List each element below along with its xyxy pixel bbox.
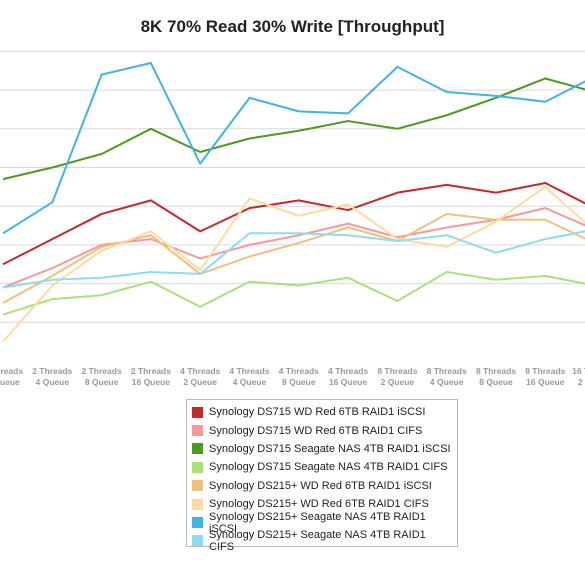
x-tick-label: 2 Threads — [0, 366, 23, 376]
x-tick-label: 2 Threads — [82, 366, 122, 376]
x-tick-label: 4 Threads — [279, 366, 319, 376]
legend-item: Synology DS715 WD Red 6TB RAID1 CIFS — [192, 421, 451, 439]
legend-label: Synology DS715 Seagate NAS 4TB RAID1 iSC… — [209, 442, 451, 455]
legend-label: Synology DS215+ Seagate NAS 4TB RAID1 CI… — [209, 528, 426, 553]
x-tick-label: 4 Threads — [328, 366, 368, 376]
x-tick-label: 2 Queue — [0, 377, 20, 387]
legend-item: Synology DS215+ Seagate NAS 4TB RAID1 iS… — [192, 511, 451, 535]
legend-label: Synology DS715 WD Red 6TB RAID1 iSCSI — [209, 406, 426, 419]
x-tick-label: 4 Queue — [233, 377, 267, 387]
x-tick-label: 4 Threads — [180, 366, 220, 376]
x-tick-label: 8 Threads — [525, 366, 565, 376]
legend-swatch — [192, 517, 203, 529]
chart-title: 8K 70% Read 30% Write [Throughput] — [140, 17, 445, 36]
series-line — [2, 77, 585, 181]
legend-label: Synology DS215+ WD Red 6TB RAID1 iSCSI — [209, 479, 432, 492]
series-line — [2, 181, 585, 266]
x-tick-label: 16 Queue — [329, 377, 368, 387]
legend-item: Synology DS215+ Seagate NAS 4TB RAID1 CI… — [192, 528, 451, 553]
legend-swatch — [192, 461, 203, 473]
legend-item: Synology DS215+ WD Red 6TB RAID1 iSCSI — [192, 477, 451, 495]
x-tick-label: 2 Threads — [131, 366, 171, 376]
legend-label: Synology DS715 Seagate NAS 4TB RAID1 CIF… — [209, 461, 448, 474]
series-lines — [2, 62, 585, 343]
legend-swatch — [192, 406, 203, 418]
x-tick-label: 2 Queue — [578, 377, 585, 387]
x-tick-label: 8 Threads — [476, 366, 516, 376]
x-tick-label: 8 Threads — [377, 366, 417, 376]
gridlines — [0, 50, 585, 323]
legend-swatch — [192, 443, 203, 455]
legend-swatch — [192, 498, 203, 510]
series-line — [2, 230, 585, 289]
x-tick-label: 16 Queue — [526, 377, 565, 387]
legend: Synology DS715 WD Red 6TB RAID1 iSCSI Syn… — [186, 399, 458, 553]
legend-label: Synology DS715 WD Red 6TB RAID1 CIFS — [209, 424, 423, 437]
legend-swatch — [192, 535, 203, 547]
legend-item: Synology DS715 Seagate NAS 4TB RAID1 CIF… — [192, 458, 451, 476]
legend-item: Synology DS215+ WD Red 6TB RAID1 CIFS — [192, 495, 451, 513]
x-tick-label: 2 Threads — [32, 366, 72, 376]
x-tick-label: 4 Queue — [430, 377, 464, 387]
series-line — [2, 62, 585, 235]
series-line — [2, 270, 585, 316]
x-tick-label: 4 Queue — [36, 377, 70, 387]
x-tick-label: 2 Queue — [381, 377, 415, 387]
legend-item: Synology DS715 Seagate NAS 4TB RAID1 iSC… — [192, 440, 451, 458]
x-tick-label: 8 Queue — [85, 377, 119, 387]
x-tick-label: 2 Queue — [183, 377, 217, 387]
legend-label: Synology DS215+ Seagate NAS 4TB RAID1 iS… — [209, 510, 426, 535]
legend-item: Synology DS715 WD Red 6TB RAID1 iSCSI — [192, 403, 451, 421]
legend-swatch — [192, 425, 203, 437]
x-tick-label: 8 Threads — [427, 366, 467, 376]
x-tick-label: 4 Threads — [229, 366, 269, 376]
x-tick-label: 8 Queue — [479, 377, 513, 387]
legend-swatch — [192, 480, 203, 492]
legend-label: Synology DS215+ WD Red 6TB RAID1 CIFS — [209, 498, 429, 511]
series-line — [2, 185, 585, 343]
x-tick-label: 16 Queue — [132, 377, 171, 387]
x-tick-label: 8 Queue — [282, 377, 316, 387]
x-tick-label: 16 Threads — [572, 366, 585, 376]
